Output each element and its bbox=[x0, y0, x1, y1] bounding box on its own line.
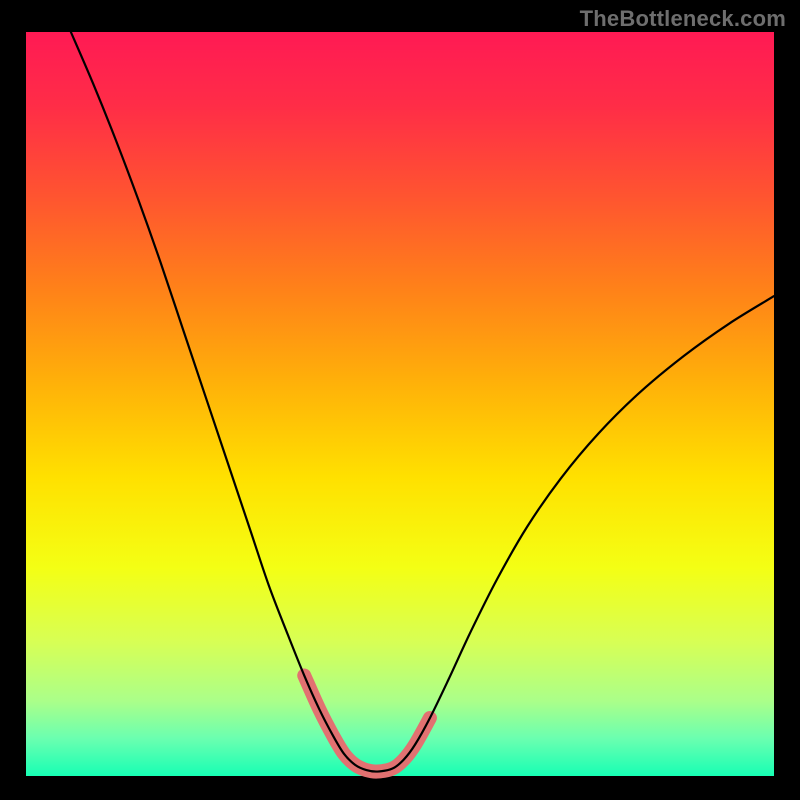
chart-stage: TheBottleneck.com bbox=[0, 0, 800, 800]
plot-gradient-background bbox=[26, 32, 774, 776]
bottleneck-chart-svg bbox=[0, 0, 800, 800]
